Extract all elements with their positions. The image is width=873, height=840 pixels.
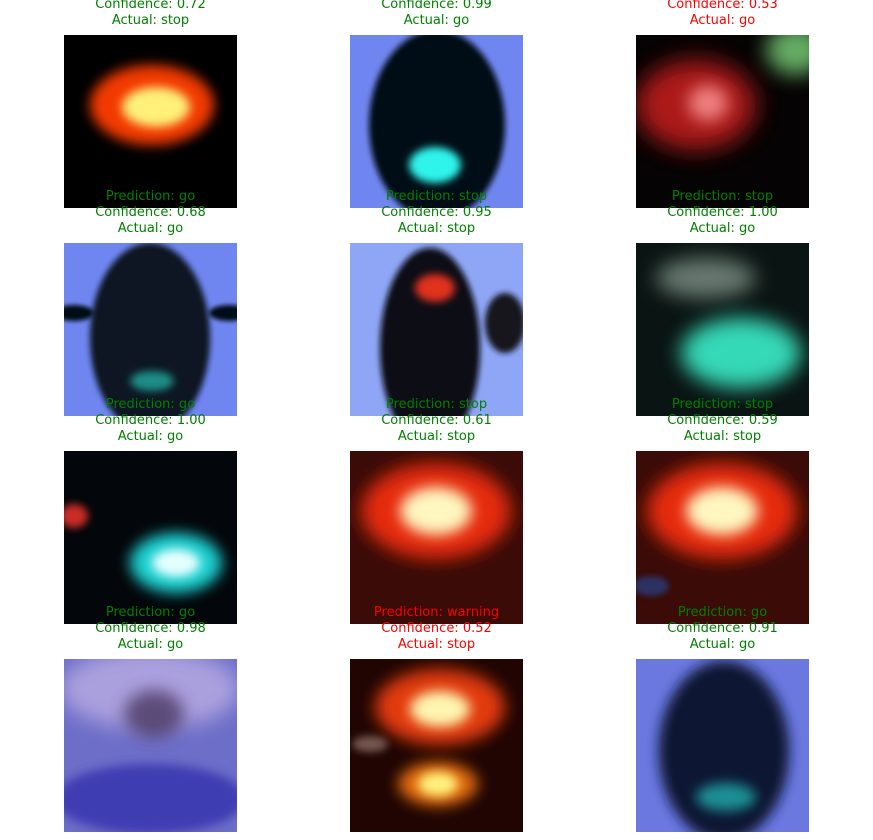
- confidence-label: Confidence: 0.68: [95, 205, 206, 220]
- prediction-label: Prediction: warning: [373, 605, 500, 620]
- actual-label: Actual: stop: [397, 637, 476, 652]
- blurry-blue-light-image: [64, 659, 237, 832]
- actual-label: Actual: go: [403, 13, 470, 28]
- confidence-label: Confidence: 0.61: [381, 413, 492, 428]
- blurry-green-light-image: [636, 243, 809, 416]
- bright-red-light-image: [350, 451, 523, 624]
- actual-label: Actual: stop: [397, 429, 476, 444]
- confidence-label: Confidence: 0.59: [667, 413, 778, 428]
- prediction-label: Prediction: stop: [385, 189, 488, 204]
- bright-red-light-image: [636, 451, 809, 624]
- confidence-label: Confidence: 0.98: [95, 621, 206, 636]
- actual-label: Actual: go: [117, 637, 184, 652]
- red-light-glow-image: [64, 35, 237, 208]
- prediction-label: Prediction: go: [677, 605, 768, 620]
- confidence-label: Confidence: 1.00: [667, 205, 778, 220]
- actual-label: Actual: go: [117, 429, 184, 444]
- actual-label: Actual: go: [689, 221, 756, 236]
- green-light-housing-image: [350, 35, 523, 208]
- dim-green-light-image: [64, 243, 237, 416]
- prediction-label: Prediction: go: [105, 189, 196, 204]
- two-lights-image: [350, 659, 523, 832]
- confidence-label: Confidence: 0.95: [381, 205, 492, 220]
- confidence-label: Confidence: 0.99: [381, 0, 492, 12]
- actual-label: Actual: go: [117, 221, 184, 236]
- confidence-label: Confidence: 0.53: [667, 0, 778, 12]
- actual-label: Actual: stop: [683, 429, 762, 444]
- prediction-label: Prediction: go: [105, 605, 196, 620]
- confidence-label: Confidence: 0.52: [381, 621, 492, 636]
- confidence-label: Confidence: 1.00: [95, 413, 206, 428]
- dark-green-light-image: [636, 659, 809, 832]
- blurry-red-light-image: [636, 35, 809, 208]
- confidence-label: Confidence: 0.72: [95, 0, 206, 12]
- prediction-label: Prediction: stop: [385, 397, 488, 412]
- prediction-label: Prediction: stop: [671, 397, 774, 412]
- bright-green-light-image: [64, 451, 237, 624]
- actual-label: Actual: stop: [111, 13, 190, 28]
- confidence-label: Confidence: 0.91: [667, 621, 778, 636]
- prediction-label: Prediction: go: [105, 397, 196, 412]
- actual-label: Actual: stop: [397, 221, 476, 236]
- prediction-label: Prediction: stop: [671, 189, 774, 204]
- actual-label: Actual: go: [689, 637, 756, 652]
- red-arrow-light-image: [350, 243, 523, 416]
- actual-label: Actual: go: [689, 13, 756, 28]
